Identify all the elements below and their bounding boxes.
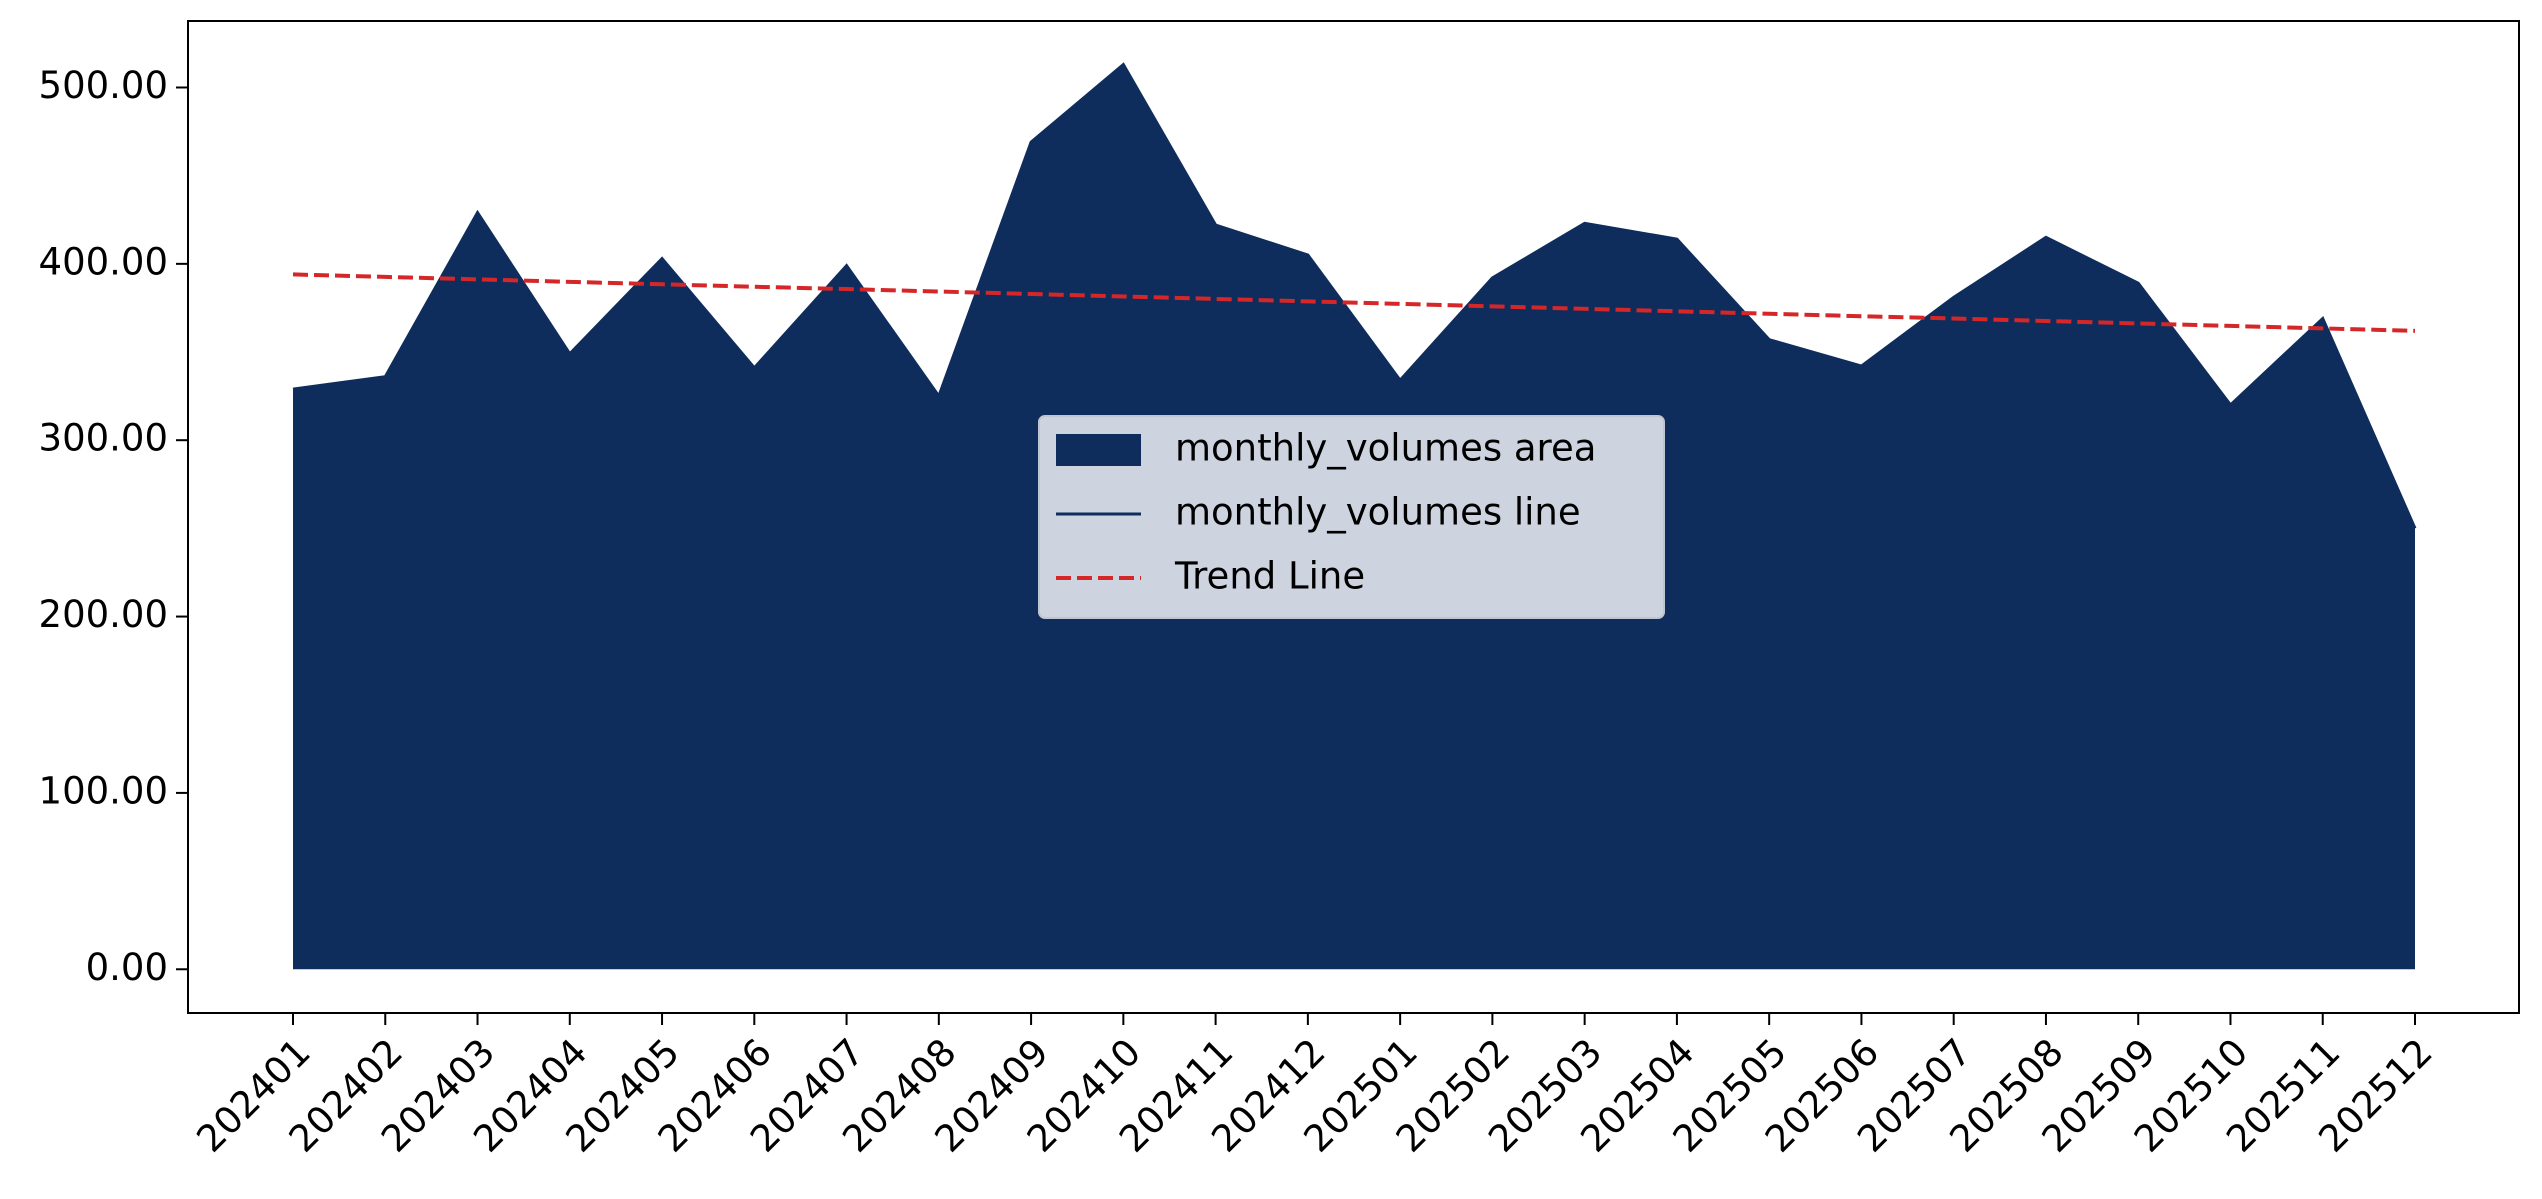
y-tick-label: 500.00 xyxy=(39,64,168,107)
y-tick-label: 400.00 xyxy=(39,240,168,283)
y-tick-label: 100.00 xyxy=(39,769,168,812)
y-tick-label: 200.00 xyxy=(39,593,168,636)
trend-line xyxy=(292,272,2416,333)
legend-swatch xyxy=(1056,434,1141,466)
legend-box xyxy=(1038,415,1665,619)
legend-label: monthly_volumes area xyxy=(1175,427,1596,470)
legend-label: Trend Line xyxy=(1174,555,1365,598)
line xyxy=(292,62,2417,529)
plot-frame xyxy=(187,20,2520,1014)
y-tick-label: 300.00 xyxy=(39,417,168,460)
legend-label: monthly_volumes line xyxy=(1175,491,1581,534)
y-tick-label: 0.00 xyxy=(86,946,168,989)
